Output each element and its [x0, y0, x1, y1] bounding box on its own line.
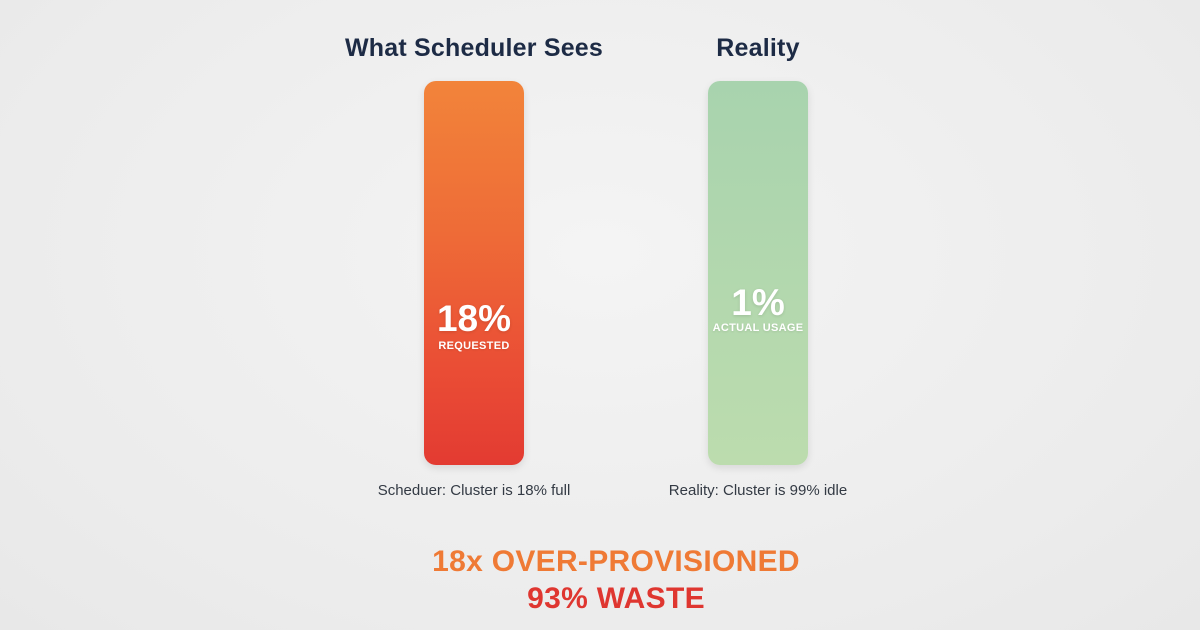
actual-usage-bar: 1% ACTUAL USAGE [708, 81, 808, 465]
reality-note: Reality: Cluster is 99% idle [668, 482, 848, 499]
reality-title: Reality [716, 34, 800, 62]
requested-caption: REQUESTED [438, 340, 510, 352]
actual-usage-caption: ACTUAL USAGE [712, 322, 804, 334]
scheduler-view-note: Scheduer: Cluster is 18% full [377, 482, 571, 499]
requested-bar: 18% REQUESTED [424, 81, 524, 465]
actual-usage-value: 1% [731, 282, 785, 323]
scheduler-view-column: What Scheduler Sees 18% REQUESTED Schedu… [314, 0, 634, 520]
requested-value: 18% [436, 298, 512, 339]
waste-headline: 93% WASTE [527, 582, 705, 615]
reality-column: Reality 1% ACTUAL USAGE Reality: Cluster… [598, 0, 918, 520]
scheduler-view-title: What Scheduler Sees [344, 34, 604, 62]
over-provisioned-headline: 18x OVER-PROVISIONED [432, 545, 800, 578]
